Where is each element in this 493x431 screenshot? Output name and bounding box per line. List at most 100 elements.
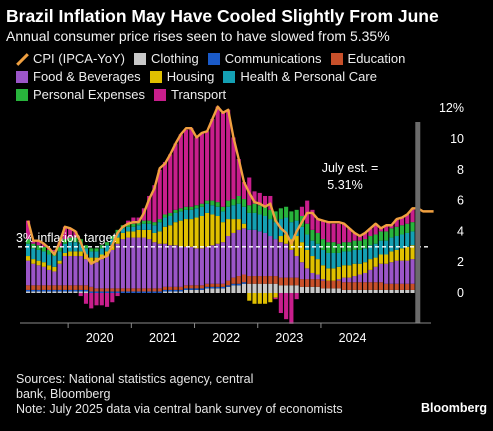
- bar-segment: [220, 242, 225, 284]
- bar-segment: [89, 293, 94, 309]
- bar-segment: [47, 291, 52, 293]
- bar-segment: [47, 269, 52, 286]
- bar-segment: [357, 274, 362, 283]
- bar-segment: [220, 206, 225, 212]
- bar-segment: [220, 211, 225, 223]
- bar-segment: [194, 289, 199, 293]
- bar-segment: [173, 209, 178, 213]
- bar-segment: [147, 229, 152, 240]
- bar-segment: [78, 251, 83, 257]
- bar-segment: [73, 251, 78, 257]
- bar-segment: [184, 129, 189, 207]
- bar-segment: [226, 200, 231, 207]
- bar-segment: [405, 232, 410, 247]
- bar-segment: [215, 202, 220, 207]
- bar-segment: [184, 219, 189, 247]
- bar-segment: [241, 223, 247, 229]
- bar-segment: [215, 243, 220, 284]
- bar-segment: [273, 276, 278, 284]
- bar-segment: [315, 232, 320, 244]
- bar-segment: [184, 209, 189, 220]
- bar-segment: [352, 232, 357, 241]
- bar-segment: [73, 285, 78, 290]
- bar-segment: [405, 260, 410, 284]
- bar-segment: [41, 285, 46, 290]
- bar-segment: [389, 289, 394, 293]
- bar-segment: [115, 243, 120, 289]
- bar-segment: [136, 225, 141, 230]
- bar-segment: [305, 223, 310, 235]
- bar-segment: [110, 249, 115, 289]
- bar-segment: [26, 285, 31, 290]
- bar-segment: [47, 285, 52, 290]
- bar-segment: [268, 219, 273, 237]
- bar-segment: [110, 236, 115, 240]
- bar-segment: [347, 289, 352, 293]
- legend-label: Communications: [224, 51, 322, 66]
- bar-segment: [231, 277, 236, 284]
- bar-segment: [394, 260, 399, 284]
- legend: CPI (IPCA-YoY) Clothing Communications E…: [16, 50, 486, 104]
- bar-segment: [305, 249, 310, 269]
- bar-segment: [57, 289, 62, 292]
- bar-segment: [363, 248, 368, 263]
- bar-segment: [141, 220, 146, 224]
- bar-segment: [336, 223, 341, 244]
- bar-segment: [389, 283, 394, 290]
- bar-segment: [357, 240, 362, 250]
- color-swatch-icon: [154, 89, 167, 101]
- legend-item-education: Education: [330, 50, 405, 68]
- bar-segment: [89, 291, 94, 293]
- bar-segment: [136, 229, 141, 238]
- bar-segment: [378, 231, 383, 241]
- bar-segment: [47, 289, 52, 292]
- bar-segment: [284, 285, 289, 293]
- bar-segment: [194, 208, 199, 218]
- bar-segment: [363, 272, 368, 283]
- bar-segment: [241, 274, 247, 283]
- bar-segment: [363, 262, 368, 273]
- bar-segment: [152, 222, 157, 226]
- bar-segment: [289, 277, 294, 286]
- bar-segment: [294, 220, 299, 237]
- bar-segment: [173, 289, 178, 292]
- bar-segment: [299, 226, 304, 243]
- bar-segment: [405, 214, 410, 224]
- bar-segment: [120, 291, 125, 293]
- color-swatch-icon: [16, 89, 28, 101]
- bar-segment: [173, 143, 178, 210]
- legend-item-cpi: CPI (IPCA-YoY): [16, 50, 125, 68]
- bar-segment: [136, 288, 141, 292]
- bar-segment: [41, 251, 46, 263]
- bar-segment: [83, 285, 89, 290]
- bar-segment: [410, 289, 415, 293]
- bar-segment: [78, 256, 83, 286]
- legend-item-food: Food & Beverages: [16, 68, 141, 86]
- bar-segment: [199, 288, 204, 290]
- bar-segment: [257, 205, 262, 215]
- legend-label: Transport: [171, 87, 227, 102]
- bar-segment: [105, 293, 110, 307]
- bar-segment: [57, 251, 62, 261]
- chart-subtitle: Annual consumer price rises seen to have…: [6, 28, 390, 44]
- bar-segment: [168, 245, 173, 287]
- bar-segment: [357, 289, 362, 293]
- bar-segment: [352, 282, 357, 290]
- bar-segment: [326, 268, 331, 281]
- bar-segment: [189, 246, 194, 286]
- bar-segment: [173, 212, 178, 223]
- bar-segment: [220, 112, 225, 207]
- bar-segment: [342, 242, 347, 252]
- bar-segment: [236, 159, 241, 196]
- bar-segment: [168, 291, 173, 293]
- bar-segment: [368, 289, 373, 293]
- bar-segment: [210, 118, 215, 201]
- bar-segment: [310, 272, 315, 280]
- bar-segment: [252, 229, 257, 277]
- bar-segment: [263, 216, 268, 233]
- bar-segment: [263, 276, 268, 284]
- legend-item-clothing: Clothing: [134, 50, 199, 68]
- bar-segment: [405, 289, 410, 293]
- bar-segment: [152, 185, 157, 223]
- bar-segment: [31, 285, 36, 290]
